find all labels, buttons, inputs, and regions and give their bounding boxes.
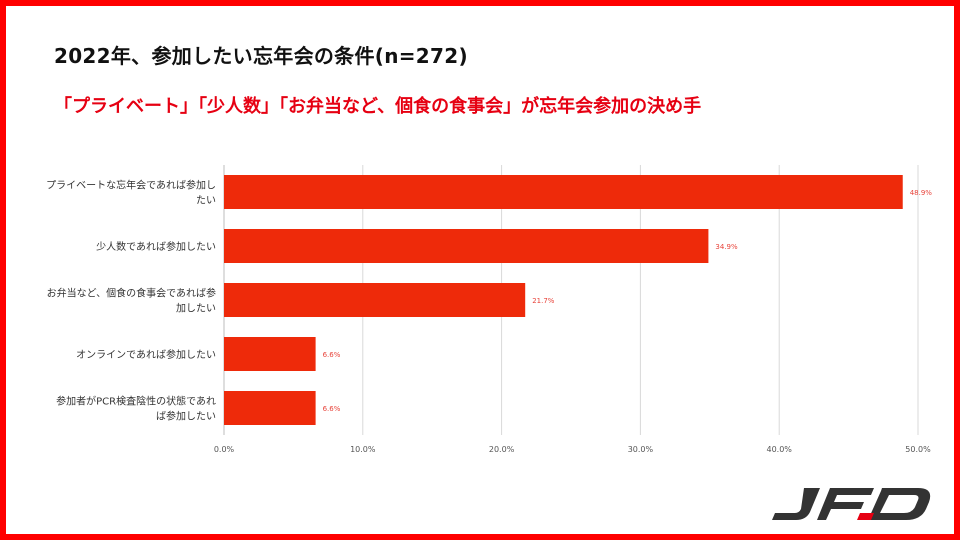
- jfd-logo: [772, 488, 931, 520]
- slide-title: 2022年、参加したい忘年会の条件(n=272): [54, 44, 468, 68]
- bar: [224, 229, 709, 263]
- x-tick-label: 0.0%: [214, 445, 235, 454]
- category-label-line: 少人数であれば参加したい: [96, 240, 216, 253]
- bar-value-label: 48.9%: [910, 189, 933, 197]
- category-label: 参加者がPCR検査陰性の状態であれば参加したい: [56, 395, 216, 423]
- x-tick-label: 40.0%: [766, 445, 792, 454]
- bar-value-label: 34.9%: [715, 243, 738, 251]
- category-label-line: たい: [196, 195, 216, 207]
- slide-subtitle: 「プライベート」「少人数」「お弁当など、個食の食事会」が忘年会参加の決め手: [54, 96, 702, 117]
- bar: [224, 283, 526, 317]
- x-tick-label: 30.0%: [628, 445, 654, 454]
- category-label-line: ば参加したい: [156, 410, 216, 423]
- category-label-line: 加したい: [176, 303, 216, 315]
- bar: [224, 391, 316, 425]
- category-label-line: 参加者がPCR検査陰性の状態であれ: [56, 395, 216, 408]
- bar: [224, 175, 903, 209]
- bar-value-label: 21.7%: [532, 297, 555, 305]
- category-label-line: お弁当など、個食の食事会であれば参: [47, 287, 216, 300]
- category-label-line: プライベートな忘年会であれば参加し: [46, 179, 216, 192]
- category-label: お弁当など、個食の食事会であれば参加したい: [47, 287, 216, 315]
- bar-value-label: 6.6%: [323, 351, 341, 359]
- x-tick-label: 20.0%: [489, 445, 515, 454]
- category-label: プライベートな忘年会であれば参加したい: [46, 179, 216, 207]
- category-label: 少人数であれば参加したい: [96, 240, 216, 253]
- bar: [224, 337, 316, 371]
- x-tick-label: 50.0%: [905, 445, 931, 454]
- x-tick-label: 10.0%: [350, 445, 376, 454]
- bar-value-label: 6.6%: [323, 405, 341, 413]
- category-label-line: オンラインであれば参加したい: [76, 348, 216, 361]
- category-label: オンラインであれば参加したい: [76, 348, 216, 361]
